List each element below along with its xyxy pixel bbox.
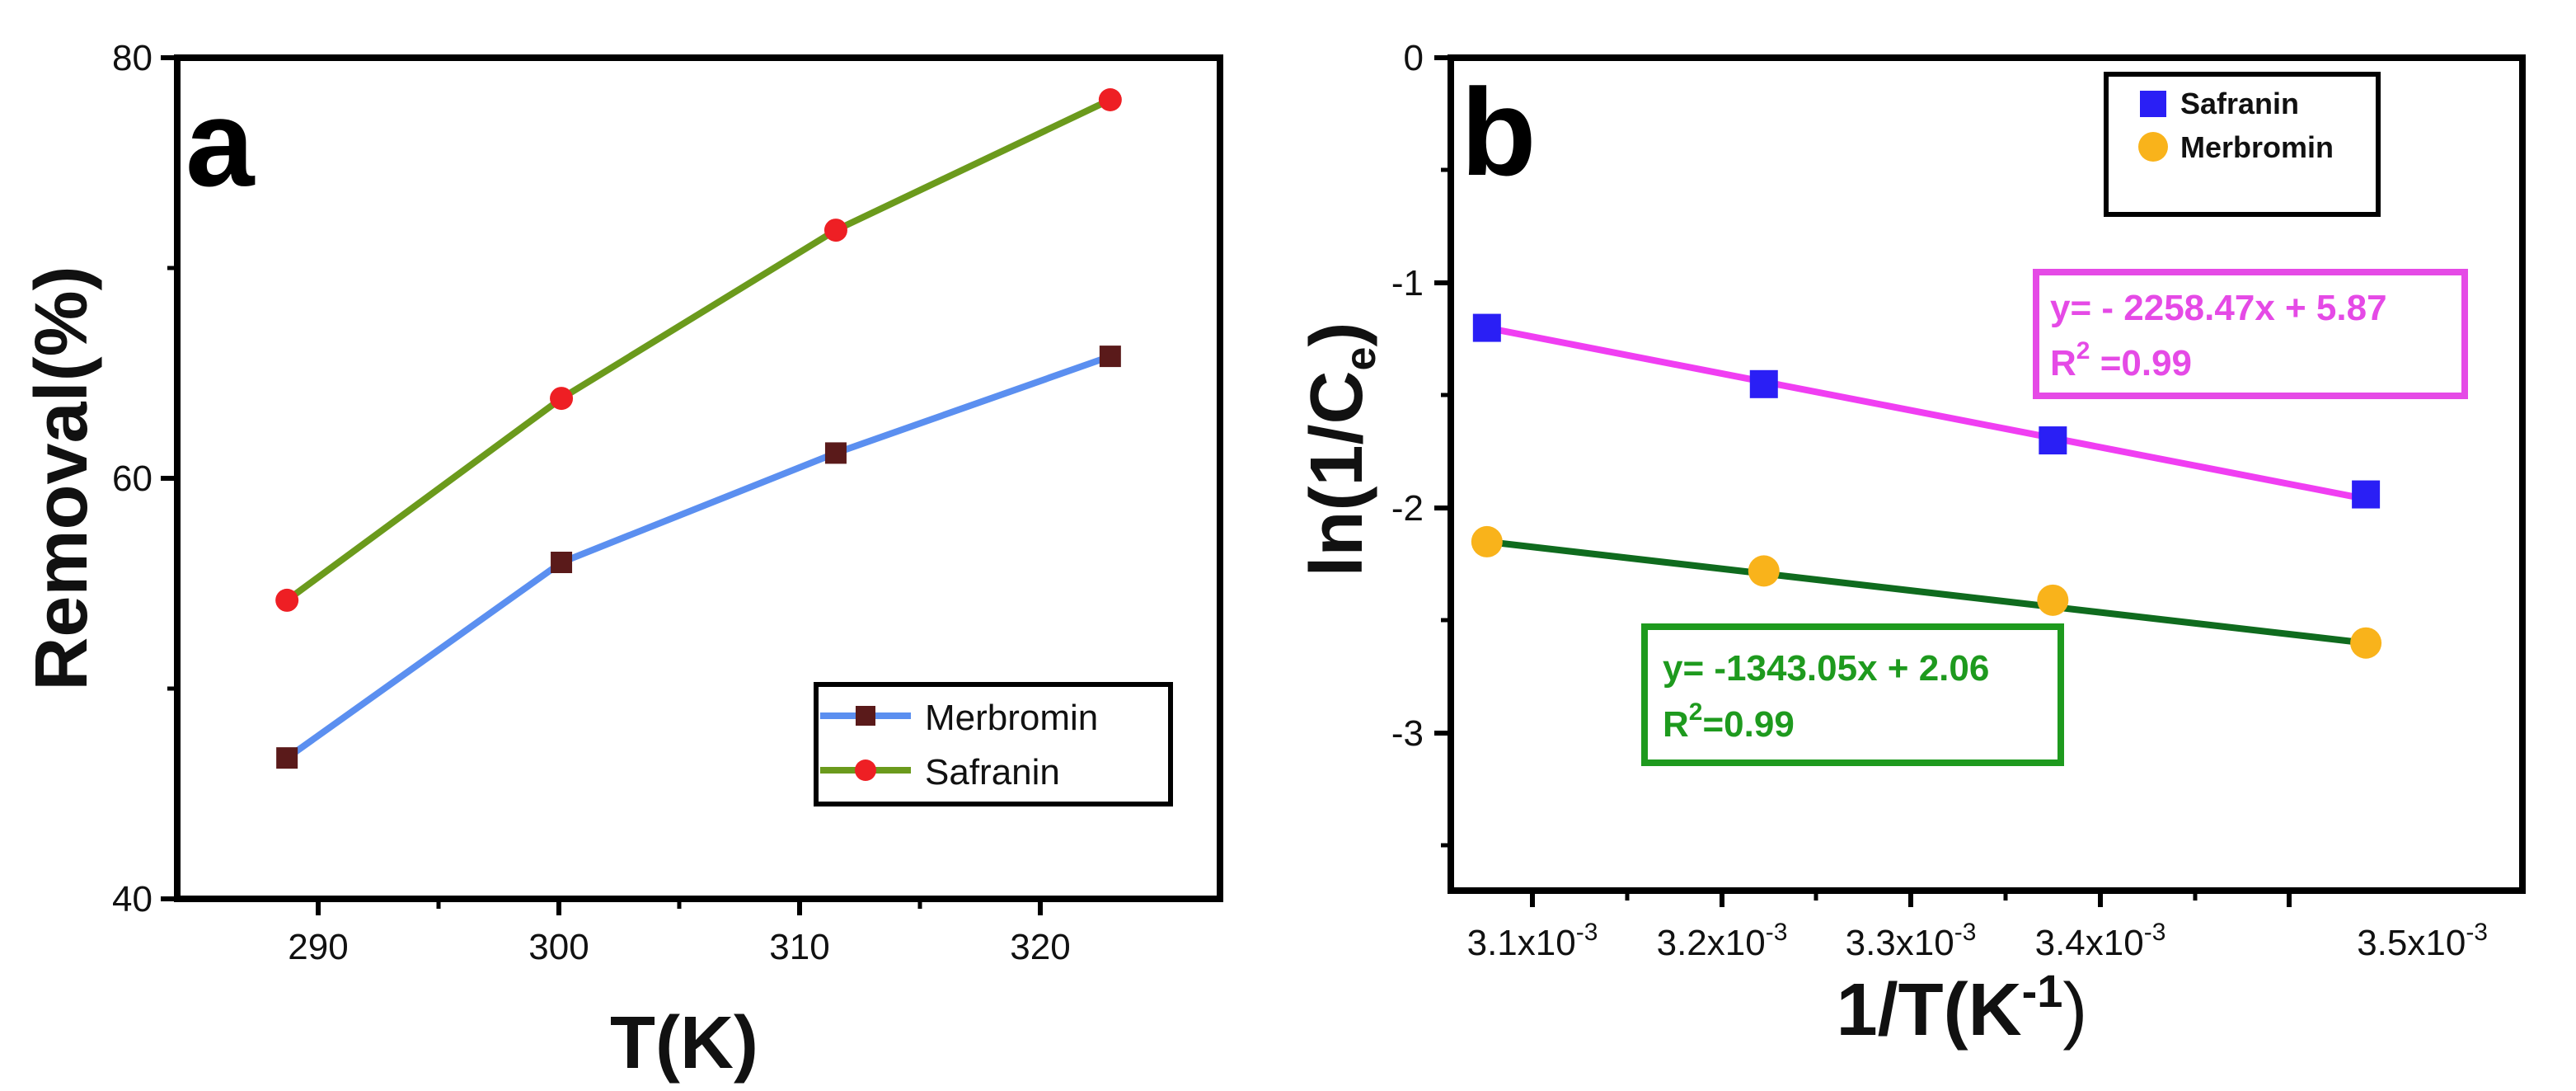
equation-text-merbromin: y= -1343.05x + 2.06 bbox=[1663, 648, 1989, 689]
y-axis-ticks-a: 40 60 80 bbox=[112, 38, 177, 919]
data-point-safranin-309 bbox=[823, 219, 847, 242]
legend-a: Merbromin Safranin bbox=[814, 682, 1173, 806]
panel-label-b: b bbox=[1461, 63, 1537, 201]
legend-b: Safranin Merbromin bbox=[2104, 72, 2381, 217]
y-tick-label-60: 60 bbox=[112, 459, 152, 499]
y-tick-label-b-0: 0 bbox=[1404, 38, 1424, 78]
data-point-safranin-2 bbox=[2039, 426, 2067, 455]
panel-label-a: a bbox=[185, 73, 256, 212]
legend-label-safranin-b: Safranin bbox=[2180, 87, 2299, 120]
data-point-safranin-1 bbox=[1749, 369, 1778, 398]
legend-marker-merbromin-b bbox=[2138, 132, 2168, 162]
equation-text-safranin: y= - 2258.47x + 5.87 bbox=[2050, 288, 2387, 328]
x-tick-label-b-3.1: 3.1x10-3 bbox=[1467, 919, 1598, 963]
fit-line-safranin bbox=[1486, 324, 2367, 502]
y-axis-title-b: ln(1/Ce) bbox=[1296, 322, 1385, 577]
y-tick-label-40: 40 bbox=[112, 879, 152, 919]
x-axis-title-b: 1/T(K-1) bbox=[1837, 965, 2088, 1051]
data-point-merbromin-2 bbox=[2037, 584, 2069, 616]
x-tick-label-290: 290 bbox=[288, 927, 348, 967]
legend-label-merbromin-b: Merbromin bbox=[2180, 130, 2334, 164]
data-point-merbromin-3 bbox=[2350, 627, 2382, 659]
legend-marker-safranin-b bbox=[2140, 91, 2166, 117]
x-tick-label-b-3.4: 3.4x10-3 bbox=[2035, 919, 2166, 963]
data-point-merbromin-1 bbox=[1748, 555, 1780, 587]
panel-a: 40 60 80 290 300 310 320 T(K) Removal(%)… bbox=[21, 38, 1223, 1084]
y-tick-label-b-m1: -1 bbox=[1391, 263, 1424, 303]
legend-label-safranin-a: Safranin bbox=[925, 752, 1060, 792]
x-axis-ticks-b: 3.1x10-3 3.2x10-3 3.3x10-3 3.4x10-3 3.5x… bbox=[1467, 891, 2488, 963]
data-point-merbromin-289 bbox=[276, 747, 298, 769]
fit-line-merbromin bbox=[1486, 538, 2367, 647]
equation-frame-safranin bbox=[2033, 269, 2468, 399]
series-group-a bbox=[275, 88, 1122, 769]
legend-box-a bbox=[814, 682, 1173, 806]
x-tick-label-b-3.2: 3.2x10-3 bbox=[1657, 919, 1788, 963]
x-tick-label-b-3.3: 3.3x10-3 bbox=[1846, 919, 1977, 963]
x-tick-label-310: 310 bbox=[769, 927, 829, 967]
data-point-safranin-319 bbox=[1098, 88, 1122, 111]
equation-box-merbromin: y= -1343.05x + 2.06 R2=0.99 bbox=[1641, 623, 2064, 766]
y-tick-label-b-m2: -2 bbox=[1391, 488, 1424, 529]
data-point-safranin-0 bbox=[1472, 313, 1501, 342]
legend-label-merbromin-a: Merbromin bbox=[925, 698, 1098, 738]
data-point-safranin-289 bbox=[275, 588, 299, 612]
data-point-merbromin-0 bbox=[1471, 525, 1503, 557]
plot-frame-b bbox=[1448, 54, 2526, 894]
r2-text-merbromin: R2=0.99 bbox=[1663, 698, 1795, 745]
data-point-merbromin-319 bbox=[1099, 346, 1121, 368]
y-axis-title-a: Removal(%) bbox=[21, 266, 103, 690]
legend-marker-merbromin-a bbox=[856, 706, 875, 726]
data-point-merbromin-309 bbox=[824, 442, 847, 464]
equation-frame-merbromin bbox=[1641, 623, 2064, 766]
y-tick-label-80: 80 bbox=[112, 38, 152, 78]
series-group-b bbox=[1471, 313, 2382, 659]
x-axis-title-a: T(K) bbox=[610, 1002, 758, 1084]
y-tick-label-b-m3: -3 bbox=[1391, 713, 1424, 754]
data-point-merbromin-299 bbox=[551, 552, 573, 573]
x-axis-ticks-a: 290 300 310 320 bbox=[288, 899, 1071, 967]
panel-b: 0 -1 -2 -3 3.1x10-3 3.2x10-3 3.3x10-3 3.… bbox=[1296, 38, 2526, 1051]
x-tick-label-300: 300 bbox=[528, 927, 589, 967]
series-line-safranin bbox=[284, 96, 1112, 604]
x-tick-label-b-3.5: 3.5x10-3 bbox=[2357, 919, 2488, 963]
y-axis-ticks-b: 0 -1 -2 -3 bbox=[1391, 38, 1451, 848]
series-line-merbromin bbox=[284, 353, 1112, 761]
legend-marker-safranin-a bbox=[855, 759, 876, 781]
r2-text-safranin: R2 =0.99 bbox=[2050, 337, 2192, 383]
x-tick-label-320: 320 bbox=[1010, 927, 1070, 967]
equation-box-safranin: y= - 2258.47x + 5.87 R2 =0.99 bbox=[2033, 269, 2468, 399]
data-point-safranin-3 bbox=[2352, 480, 2381, 509]
data-point-safranin-299 bbox=[550, 387, 574, 411]
